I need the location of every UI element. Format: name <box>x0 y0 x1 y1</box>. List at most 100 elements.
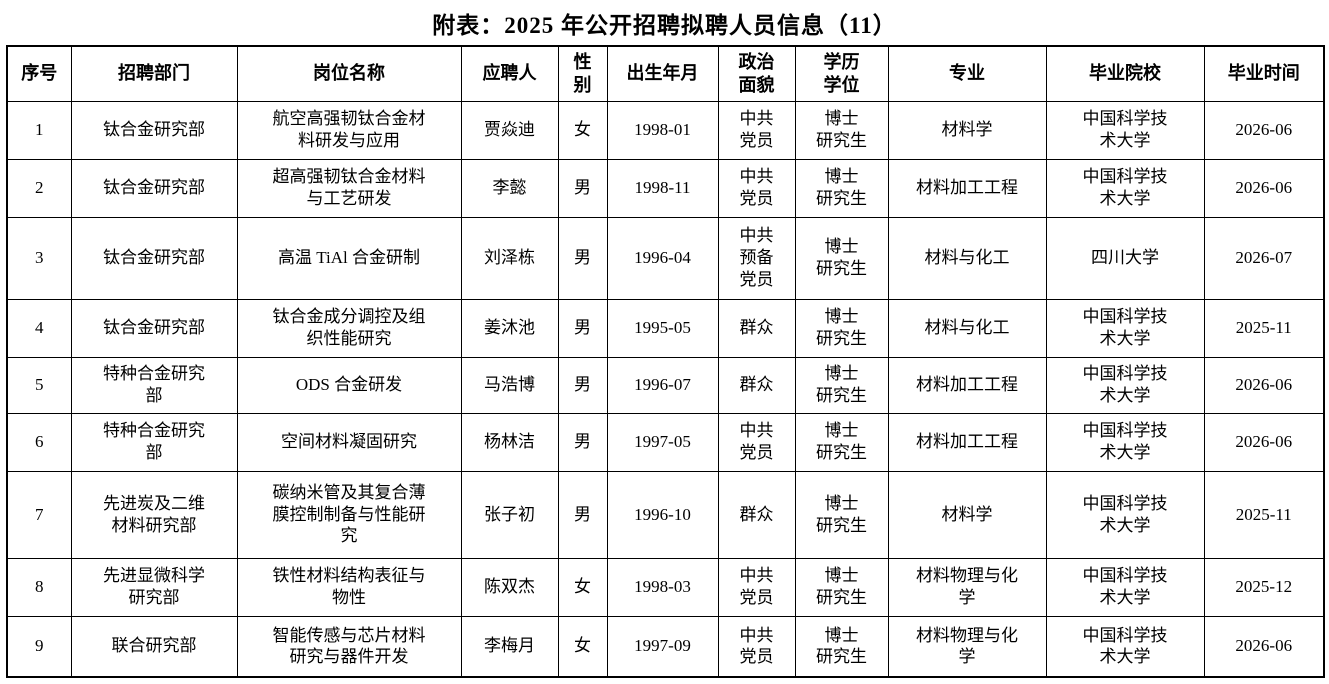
cell-gender: 男 <box>557 356 608 414</box>
cell-school: 中国科学技 术大学 <box>1045 615 1205 678</box>
cell-major: 材料学 <box>887 470 1047 559</box>
cell-political-status: 中共 党员 <box>717 412 796 472</box>
cell-position: 高温 TiAl 合金研制 <box>236 216 462 300</box>
table-row: 3 钛合金研究部 高温 TiAl 合金研制 刘泽栋 男 1996-04 中共 预… <box>6 216 1325 300</box>
cell-department: 钛合金研究部 <box>70 158 238 218</box>
cell-degree: 博士 研究生 <box>794 470 889 559</box>
cell-school: 中国科学技 术大学 <box>1045 158 1205 218</box>
cell-graduation-time: 2025-11 <box>1203 298 1325 358</box>
cell-position: 铁性材料结构表征与 物性 <box>236 557 462 617</box>
cell-birthdate: 1996-04 <box>606 216 719 300</box>
cell-seq: 8 <box>6 557 72 617</box>
cell-gender: 男 <box>557 298 608 358</box>
cell-graduation-time: 2026-06 <box>1203 412 1325 472</box>
cell-applicant: 刘泽栋 <box>460 216 559 300</box>
cell-applicant: 马浩博 <box>460 356 559 414</box>
cell-major: 材料与化工 <box>887 298 1047 358</box>
cell-political-status: 中共 党员 <box>717 615 796 678</box>
cell-graduation-time: 2026-06 <box>1203 615 1325 678</box>
header-row: 序号 招聘部门 岗位名称 应聘人 性 别 出生年月 政治 面貌 学历 学位 专业… <box>6 45 1325 102</box>
cell-political-status: 中共 党员 <box>717 557 796 617</box>
cell-applicant: 李懿 <box>460 158 559 218</box>
cell-major: 材料加工工程 <box>887 412 1047 472</box>
cell-political-status: 群众 <box>717 298 796 358</box>
cell-major: 材料物理与化 学 <box>887 557 1047 617</box>
cell-school: 中国科学技 术大学 <box>1045 470 1205 559</box>
cell-birthdate: 1997-05 <box>606 412 719 472</box>
cell-applicant: 李梅月 <box>460 615 559 678</box>
cell-seq: 4 <box>6 298 72 358</box>
cell-department: 先进显微科学 研究部 <box>70 557 238 617</box>
cell-birthdate: 1995-05 <box>606 298 719 358</box>
column-header-political-status: 政治 面貌 <box>717 45 796 102</box>
cell-position: ODS 合金研发 <box>236 356 462 414</box>
column-header-seq: 序号 <box>6 45 72 102</box>
cell-applicant: 杨林洁 <box>460 412 559 472</box>
table-row: 1 钛合金研究部 航空高强韧钛合金材 料研发与应用 贾焱迪 女 1998-01 … <box>6 100 1325 160</box>
column-header-department: 招聘部门 <box>70 45 238 102</box>
cell-position: 空间材料凝固研究 <box>236 412 462 472</box>
table-row: 5 特种合金研究 部 ODS 合金研发 马浩博 男 1996-07 群众 博士 … <box>6 356 1325 414</box>
cell-school: 中国科学技 术大学 <box>1045 100 1205 160</box>
cell-birthdate: 1996-10 <box>606 470 719 559</box>
cell-major: 材料物理与化 学 <box>887 615 1047 678</box>
cell-seq: 1 <box>6 100 72 160</box>
cell-birthdate: 1998-01 <box>606 100 719 160</box>
recruitment-table: 序号 招聘部门 岗位名称 应聘人 性 别 出生年月 政治 面貌 学历 学位 专业… <box>6 45 1325 678</box>
cell-applicant: 贾焱迪 <box>460 100 559 160</box>
cell-degree: 博士 研究生 <box>794 158 889 218</box>
cell-department: 特种合金研究 部 <box>70 412 238 472</box>
cell-department: 钛合金研究部 <box>70 298 238 358</box>
cell-department: 钛合金研究部 <box>70 100 238 160</box>
cell-political-status: 中共 党员 <box>717 100 796 160</box>
cell-school: 中国科学技 术大学 <box>1045 298 1205 358</box>
cell-seq: 5 <box>6 356 72 414</box>
cell-graduation-time: 2026-06 <box>1203 100 1325 160</box>
cell-department: 联合研究部 <box>70 615 238 678</box>
cell-school: 中国科学技 术大学 <box>1045 412 1205 472</box>
table-row: 2 钛合金研究部 超高强韧钛合金材料 与工艺研发 李懿 男 1998-11 中共… <box>6 158 1325 218</box>
cell-position: 智能传感与芯片材料 研究与器件开发 <box>236 615 462 678</box>
cell-seq: 2 <box>6 158 72 218</box>
cell-department: 先进炭及二维 材料研究部 <box>70 470 238 559</box>
cell-political-status: 群众 <box>717 470 796 559</box>
cell-seq: 6 <box>6 412 72 472</box>
table-row: 4 钛合金研究部 钛合金成分调控及组 织性能研究 姜沐池 男 1995-05 群… <box>6 298 1325 358</box>
cell-gender: 男 <box>557 412 608 472</box>
cell-major: 材料加工工程 <box>887 356 1047 414</box>
cell-graduation-time: 2026-06 <box>1203 356 1325 414</box>
page-title: 附表：2025 年公开招聘拟聘人员信息（11） <box>432 13 897 38</box>
cell-applicant: 陈双杰 <box>460 557 559 617</box>
cell-gender: 女 <box>557 557 608 617</box>
cell-degree: 博士 研究生 <box>794 557 889 617</box>
column-header-major: 专业 <box>887 45 1047 102</box>
column-header-gender: 性 别 <box>557 45 608 102</box>
cell-gender: 女 <box>557 100 608 160</box>
cell-position: 超高强韧钛合金材料 与工艺研发 <box>236 158 462 218</box>
column-header-graduation-time: 毕业时间 <box>1203 45 1325 102</box>
cell-position: 碳纳米管及其复合薄 膜控制制备与性能研 究 <box>236 470 462 559</box>
cell-graduation-time: 2025-11 <box>1203 470 1325 559</box>
cell-seq: 7 <box>6 470 72 559</box>
cell-department: 特种合金研究 部 <box>70 356 238 414</box>
column-header-position: 岗位名称 <box>236 45 462 102</box>
column-header-birthdate: 出生年月 <box>606 45 719 102</box>
column-header-applicant: 应聘人 <box>460 45 559 102</box>
column-header-degree: 学历 学位 <box>794 45 889 102</box>
cell-birthdate: 1997-09 <box>606 615 719 678</box>
cell-applicant: 张子初 <box>460 470 559 559</box>
table-row: 7 先进炭及二维 材料研究部 碳纳米管及其复合薄 膜控制制备与性能研 究 张子初… <box>6 470 1325 559</box>
cell-position: 钛合金成分调控及组 织性能研究 <box>236 298 462 358</box>
cell-gender: 男 <box>557 216 608 300</box>
table-row: 6 特种合金研究 部 空间材料凝固研究 杨林洁 男 1997-05 中共 党员 … <box>6 412 1325 472</box>
table-row: 8 先进显微科学 研究部 铁性材料结构表征与 物性 陈双杰 女 1998-03 … <box>6 557 1325 617</box>
cell-political-status: 中共 党员 <box>717 158 796 218</box>
cell-birthdate: 1996-07 <box>606 356 719 414</box>
cell-political-status: 群众 <box>717 356 796 414</box>
cell-birthdate: 1998-03 <box>606 557 719 617</box>
cell-gender: 男 <box>557 158 608 218</box>
column-header-school: 毕业院校 <box>1045 45 1205 102</box>
cell-graduation-time: 2026-07 <box>1203 216 1325 300</box>
cell-department: 钛合金研究部 <box>70 216 238 300</box>
